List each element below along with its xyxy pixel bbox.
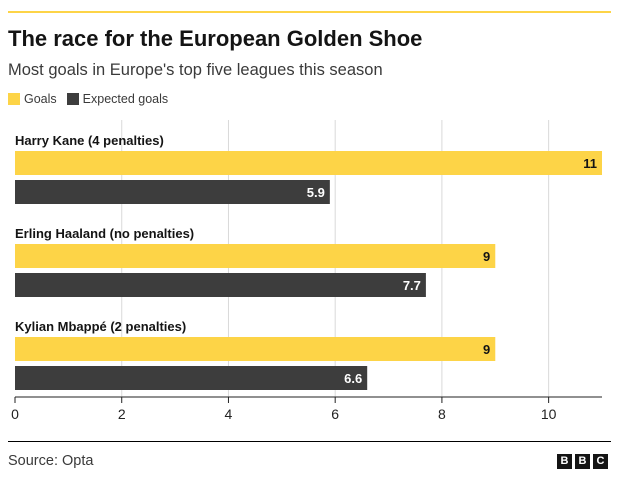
bar-goals	[15, 151, 602, 175]
x-tick-label: 2	[118, 406, 126, 422]
data-label: 9	[483, 342, 490, 357]
bar-expected-goals	[15, 273, 426, 297]
legend-label-expected-goals: Expected goals	[82, 92, 169, 106]
bar-expected-goals	[15, 180, 330, 204]
data-label: 7.7	[403, 278, 421, 293]
legend-item-expected-goals: Expected goals	[66, 92, 169, 106]
logo-letter: C	[593, 454, 608, 469]
chart-subtitle: Most goals in Europe's top five leagues …	[8, 61, 383, 79]
top-rule	[8, 11, 611, 13]
bar-chart: Harry Kane (4 penalties) 11 5.9 Erling Haal…	[11, 120, 602, 422]
legend: Goals Expected goals	[8, 91, 178, 107]
x-tick-label: 6	[331, 406, 339, 422]
x-tick-label: 10	[541, 406, 557, 422]
bbc-logo: B B C	[557, 454, 608, 469]
category-label: Kylian Mbappé (2 penalties)	[15, 319, 186, 334]
x-tick-label: 0	[11, 406, 19, 422]
legend-swatch-expected-goals	[66, 93, 79, 105]
chart-title: The race for the European Golden Shoe	[8, 26, 423, 51]
bar-goals	[15, 244, 496, 268]
legend-label-goals: Goals	[24, 92, 57, 106]
source-note: Source: Opta	[8, 453, 94, 469]
category-label: Erling Haaland (no penalties)	[15, 226, 194, 241]
bar-expected-goals	[15, 366, 368, 390]
bottom-rule	[8, 441, 611, 442]
legend-item-goals: Goals	[8, 92, 57, 106]
data-label: 9	[483, 249, 490, 264]
bar-goals	[15, 337, 496, 361]
legend-swatch-goals	[8, 93, 20, 105]
category-label: Harry Kane (4 penalties)	[15, 133, 164, 148]
data-label: 6.6	[344, 371, 362, 386]
logo-letter: B	[575, 454, 590, 469]
data-label: 11	[583, 156, 597, 171]
logo-letter: B	[557, 454, 572, 469]
x-tick-label: 8	[438, 406, 446, 422]
x-tick-label: 4	[225, 406, 233, 422]
data-label: 5.9	[307, 185, 325, 200]
